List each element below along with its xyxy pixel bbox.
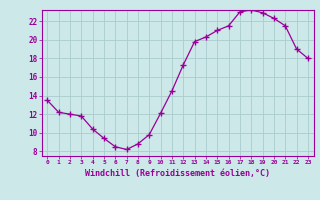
- X-axis label: Windchill (Refroidissement éolien,°C): Windchill (Refroidissement éolien,°C): [85, 169, 270, 178]
